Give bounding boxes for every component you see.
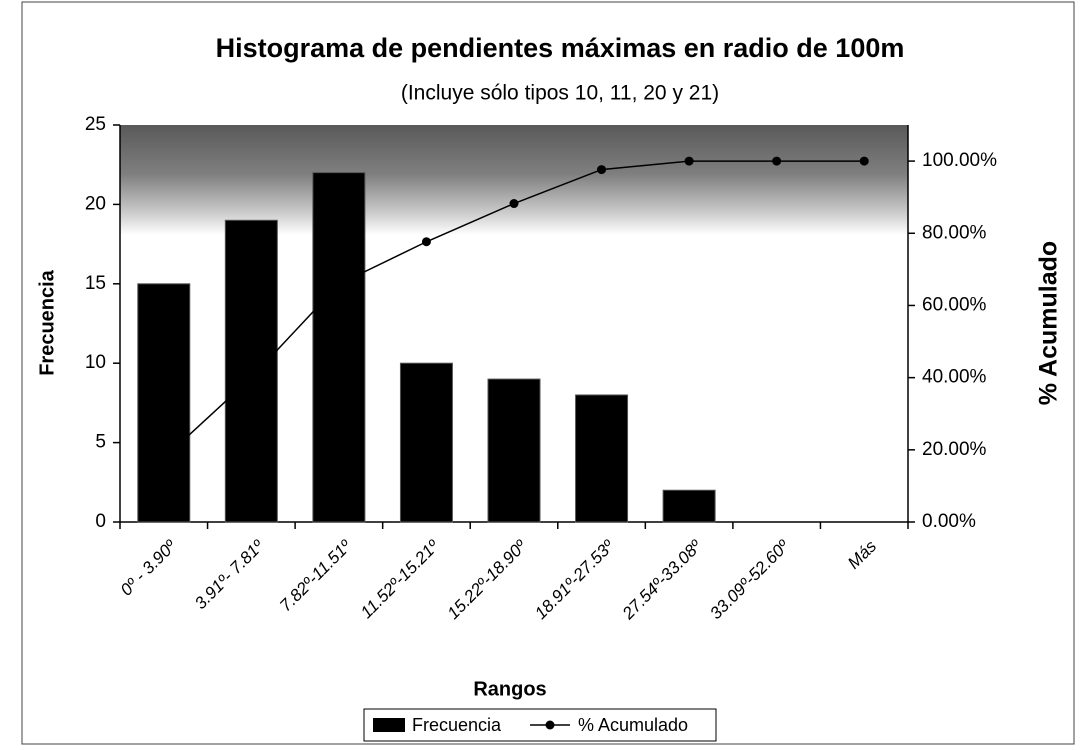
y-tick-label: 5 xyxy=(95,432,106,453)
y-tick-label: 0 xyxy=(95,511,106,532)
line-marker xyxy=(246,373,256,383)
chart-title: Histograma de pendientes máximas en radi… xyxy=(216,33,905,63)
y-axis-label: Frecuencia xyxy=(36,269,58,375)
bar xyxy=(487,378,541,523)
y2-tick-label: 100.00% xyxy=(922,150,997,171)
bar xyxy=(662,489,716,523)
y-tick-label: 15 xyxy=(85,273,106,294)
bar xyxy=(137,283,191,523)
line-marker xyxy=(334,279,344,289)
line-marker xyxy=(159,453,169,463)
y2-tick-label: 20.00% xyxy=(922,439,987,460)
legend-marker xyxy=(545,720,555,730)
bar xyxy=(575,394,629,523)
legend-label: % Acumulado xyxy=(578,715,688,735)
legend-label: Frecuencia xyxy=(412,715,502,735)
line-marker xyxy=(684,156,694,166)
line-marker xyxy=(859,156,869,166)
bar xyxy=(224,219,278,523)
y-tick-label: 20 xyxy=(85,193,106,214)
line-marker xyxy=(772,156,782,166)
y2-tick-label: 0.00% xyxy=(922,511,976,532)
bar xyxy=(312,172,366,523)
line-marker xyxy=(597,165,607,175)
y2-axis-label: % Acumulado xyxy=(1035,241,1063,405)
legend-swatch xyxy=(373,718,405,732)
line-marker xyxy=(421,237,431,247)
y2-tick-label: 60.00% xyxy=(922,294,987,315)
bar xyxy=(399,362,453,523)
y-tick-label: 10 xyxy=(85,352,106,373)
y2-tick-label: 80.00% xyxy=(922,222,987,243)
chart-subtitle: (Incluye sólo tipos 10, 11, 20 y 21) xyxy=(401,82,719,105)
y2-tick-label: 40.00% xyxy=(922,367,987,388)
y-tick-label: 25 xyxy=(85,114,106,135)
line-marker xyxy=(509,199,519,209)
scan-artifact xyxy=(120,125,908,235)
x-axis-label: Rangos xyxy=(473,678,546,700)
